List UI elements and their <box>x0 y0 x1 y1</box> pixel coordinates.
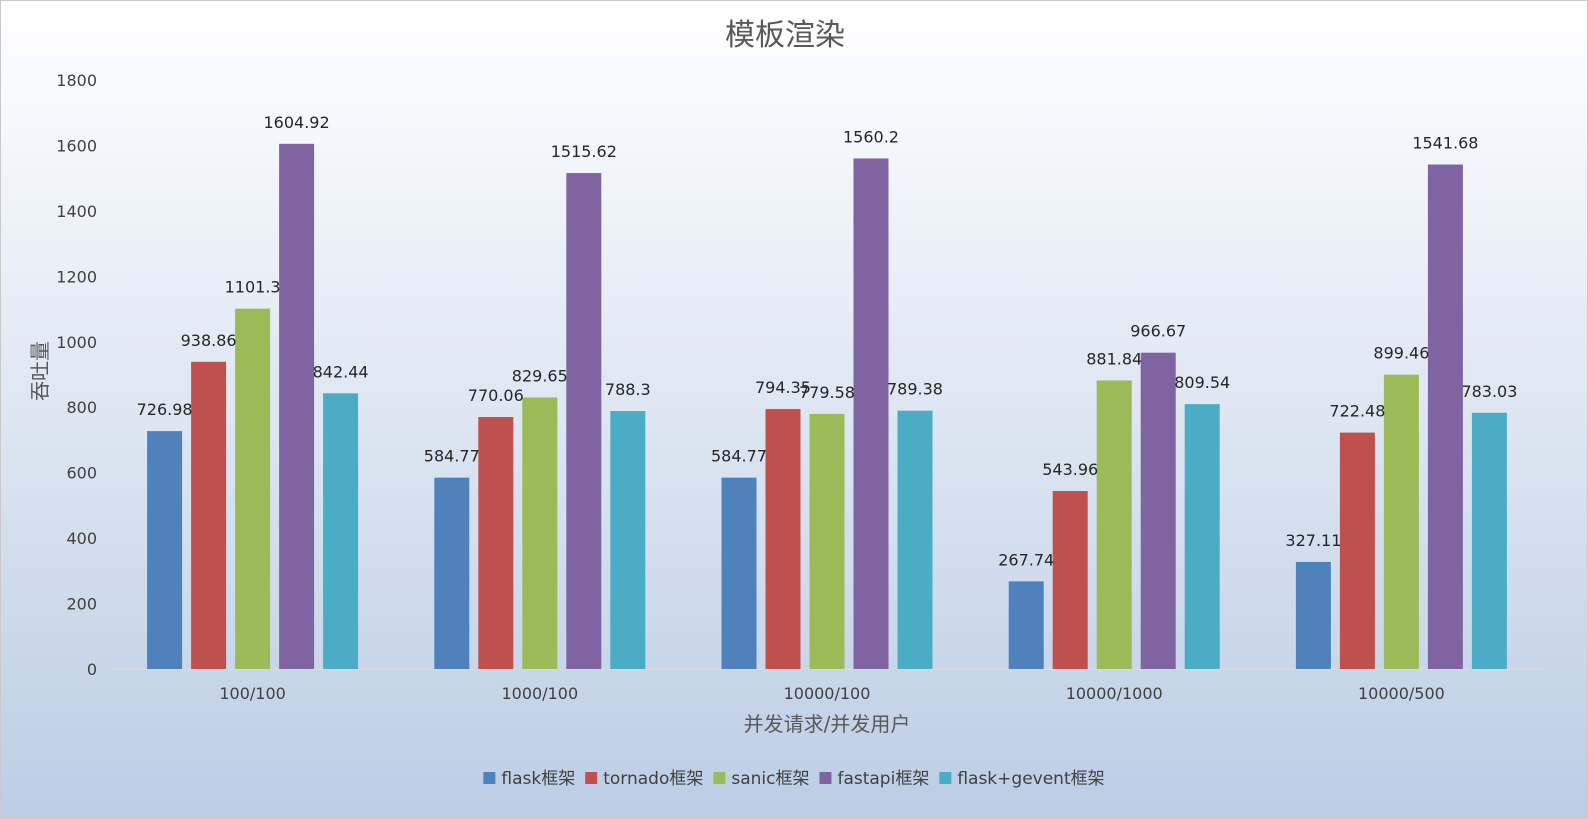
bar <box>1184 404 1220 669</box>
y-tick-label: 1000 <box>56 333 97 352</box>
bar <box>323 393 359 669</box>
y-axis-title: 吞吐量 <box>28 341 52 401</box>
x-tick-label: 100/100 <box>219 684 285 703</box>
y-tick-label: 200 <box>66 595 97 614</box>
data-label: 584.77 <box>711 447 767 466</box>
x-tick-label: 10000/500 <box>1358 684 1445 703</box>
legend: flask框架 tornado框架 sanic框架 fastapi框架 flask+ge… <box>483 769 1105 789</box>
bar <box>1140 352 1176 669</box>
bar <box>721 477 757 669</box>
bar <box>897 410 933 669</box>
bar <box>1383 374 1419 669</box>
bar <box>809 413 845 669</box>
legend-label: flask框架 <box>501 769 575 789</box>
legend-swatch <box>819 772 832 784</box>
y-tick-label: 0 <box>87 660 97 679</box>
data-label: 770.06 <box>468 386 524 405</box>
data-label: 783.03 <box>1461 382 1517 401</box>
x-tick-label: 10000/100 <box>784 684 871 703</box>
data-label: 779.58 <box>799 383 855 402</box>
data-label: 938.86 <box>181 331 237 350</box>
bar <box>566 173 602 669</box>
bar <box>522 397 558 669</box>
x-tick-label: 1000/100 <box>501 684 578 703</box>
data-label: 722.48 <box>1329 402 1385 421</box>
legend-label: fastapi框架 <box>837 769 929 789</box>
data-label: 327.11 <box>1285 531 1341 550</box>
bar <box>1052 491 1088 669</box>
bar <box>1471 412 1507 669</box>
data-label: 1515.62 <box>551 142 617 161</box>
bar <box>1008 581 1044 669</box>
legend-swatch <box>585 772 598 784</box>
bar <box>434 477 470 669</box>
data-label: 829.65 <box>512 367 568 386</box>
data-label: 788.3 <box>605 380 651 399</box>
bar <box>1427 164 1463 669</box>
bar <box>279 143 315 669</box>
data-label: 881.84 <box>1086 349 1142 368</box>
y-tick-label: 400 <box>66 529 97 548</box>
data-label: 794.35 <box>755 378 811 397</box>
bar <box>191 361 227 669</box>
data-label: 789.38 <box>887 380 943 399</box>
bar <box>610 411 646 669</box>
y-tick-label: 600 <box>66 464 97 483</box>
data-label: 726.98 <box>137 400 193 419</box>
chart-title: 模板渲染 <box>725 18 845 53</box>
data-label: 1541.68 <box>1412 134 1478 153</box>
x-axis-title: 并发请求/并发用户 <box>744 712 911 736</box>
legend-label: flask+gevent框架 <box>957 769 1104 789</box>
data-label: 584.77 <box>424 447 480 466</box>
y-tick-label: 1600 <box>56 136 97 155</box>
legend-swatch <box>713 772 726 784</box>
y-tick-label: 1400 <box>56 202 97 221</box>
bar <box>765 409 801 669</box>
x-tick-label: 10000/1000 <box>1066 684 1163 703</box>
bar <box>1339 432 1375 669</box>
data-label: 809.54 <box>1174 373 1230 392</box>
legend-swatch <box>483 772 496 784</box>
legend-label: tornado框架 <box>603 769 703 789</box>
y-tick-label: 800 <box>66 398 97 417</box>
bar <box>1295 561 1331 669</box>
y-axis: 0 200 400 600 800 1000 1200 1400 1600 1800 <box>56 71 97 679</box>
data-label: 899.46 <box>1373 344 1429 363</box>
data-label: 1604.92 <box>264 113 330 132</box>
y-tick-label: 1800 <box>56 71 97 90</box>
y-tick-label: 1200 <box>56 267 97 286</box>
bar <box>235 308 271 669</box>
data-label: 966.67 <box>1130 322 1186 341</box>
data-label: 1560.2 <box>843 127 899 146</box>
x-axis: 100/100 1000/100 10000/100 10000/1000 10000/… <box>109 668 1545 703</box>
bar <box>1096 380 1132 669</box>
data-label: 1101.3 <box>225 278 281 297</box>
legend-label: sanic框架 <box>731 769 809 789</box>
data-labels: 726.98 584.77 584.77 267.74 327.11 938.86 770.… <box>137 113 1518 570</box>
data-label: 842.44 <box>313 362 369 381</box>
bar <box>478 417 514 669</box>
bar <box>853 158 889 669</box>
legend-swatch <box>939 772 952 784</box>
data-label: 543.96 <box>1042 460 1098 479</box>
data-label: 267.74 <box>998 550 1054 569</box>
bar <box>147 431 183 669</box>
bars <box>147 143 1507 669</box>
